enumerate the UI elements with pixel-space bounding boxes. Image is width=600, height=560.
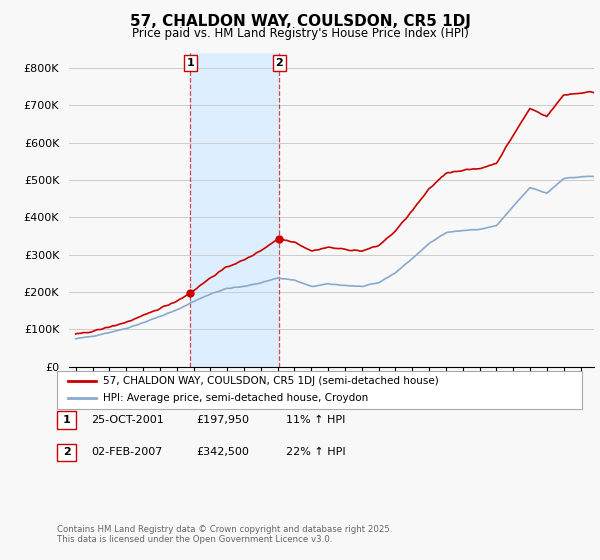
Text: Price paid vs. HM Land Registry's House Price Index (HPI): Price paid vs. HM Land Registry's House … [131, 27, 469, 40]
Text: 2: 2 [63, 447, 70, 458]
Text: 57, CHALDON WAY, COULSDON, CR5 1DJ (semi-detached house): 57, CHALDON WAY, COULSDON, CR5 1DJ (semi… [103, 376, 439, 386]
Text: 22% ↑ HPI: 22% ↑ HPI [286, 447, 346, 458]
Text: £197,950: £197,950 [196, 415, 249, 425]
Text: 57, CHALDON WAY, COULSDON, CR5 1DJ: 57, CHALDON WAY, COULSDON, CR5 1DJ [130, 14, 470, 29]
Text: 11% ↑ HPI: 11% ↑ HPI [286, 415, 346, 425]
Text: 1: 1 [63, 415, 70, 425]
Bar [190, 53, 279, 367]
Text: 1: 1 [187, 58, 194, 68]
Text: Contains HM Land Registry data © Crown copyright and database right 2025.
This d: Contains HM Land Registry data © Crown c… [57, 525, 392, 544]
Text: £342,500: £342,500 [196, 447, 249, 458]
Text: HPI: Average price, semi-detached house, Croydon: HPI: Average price, semi-detached house,… [103, 393, 368, 403]
Text: 25-OCT-2001: 25-OCT-2001 [91, 415, 164, 425]
Text: 2: 2 [275, 58, 283, 68]
Text: 02-FEB-2007: 02-FEB-2007 [91, 447, 163, 458]
